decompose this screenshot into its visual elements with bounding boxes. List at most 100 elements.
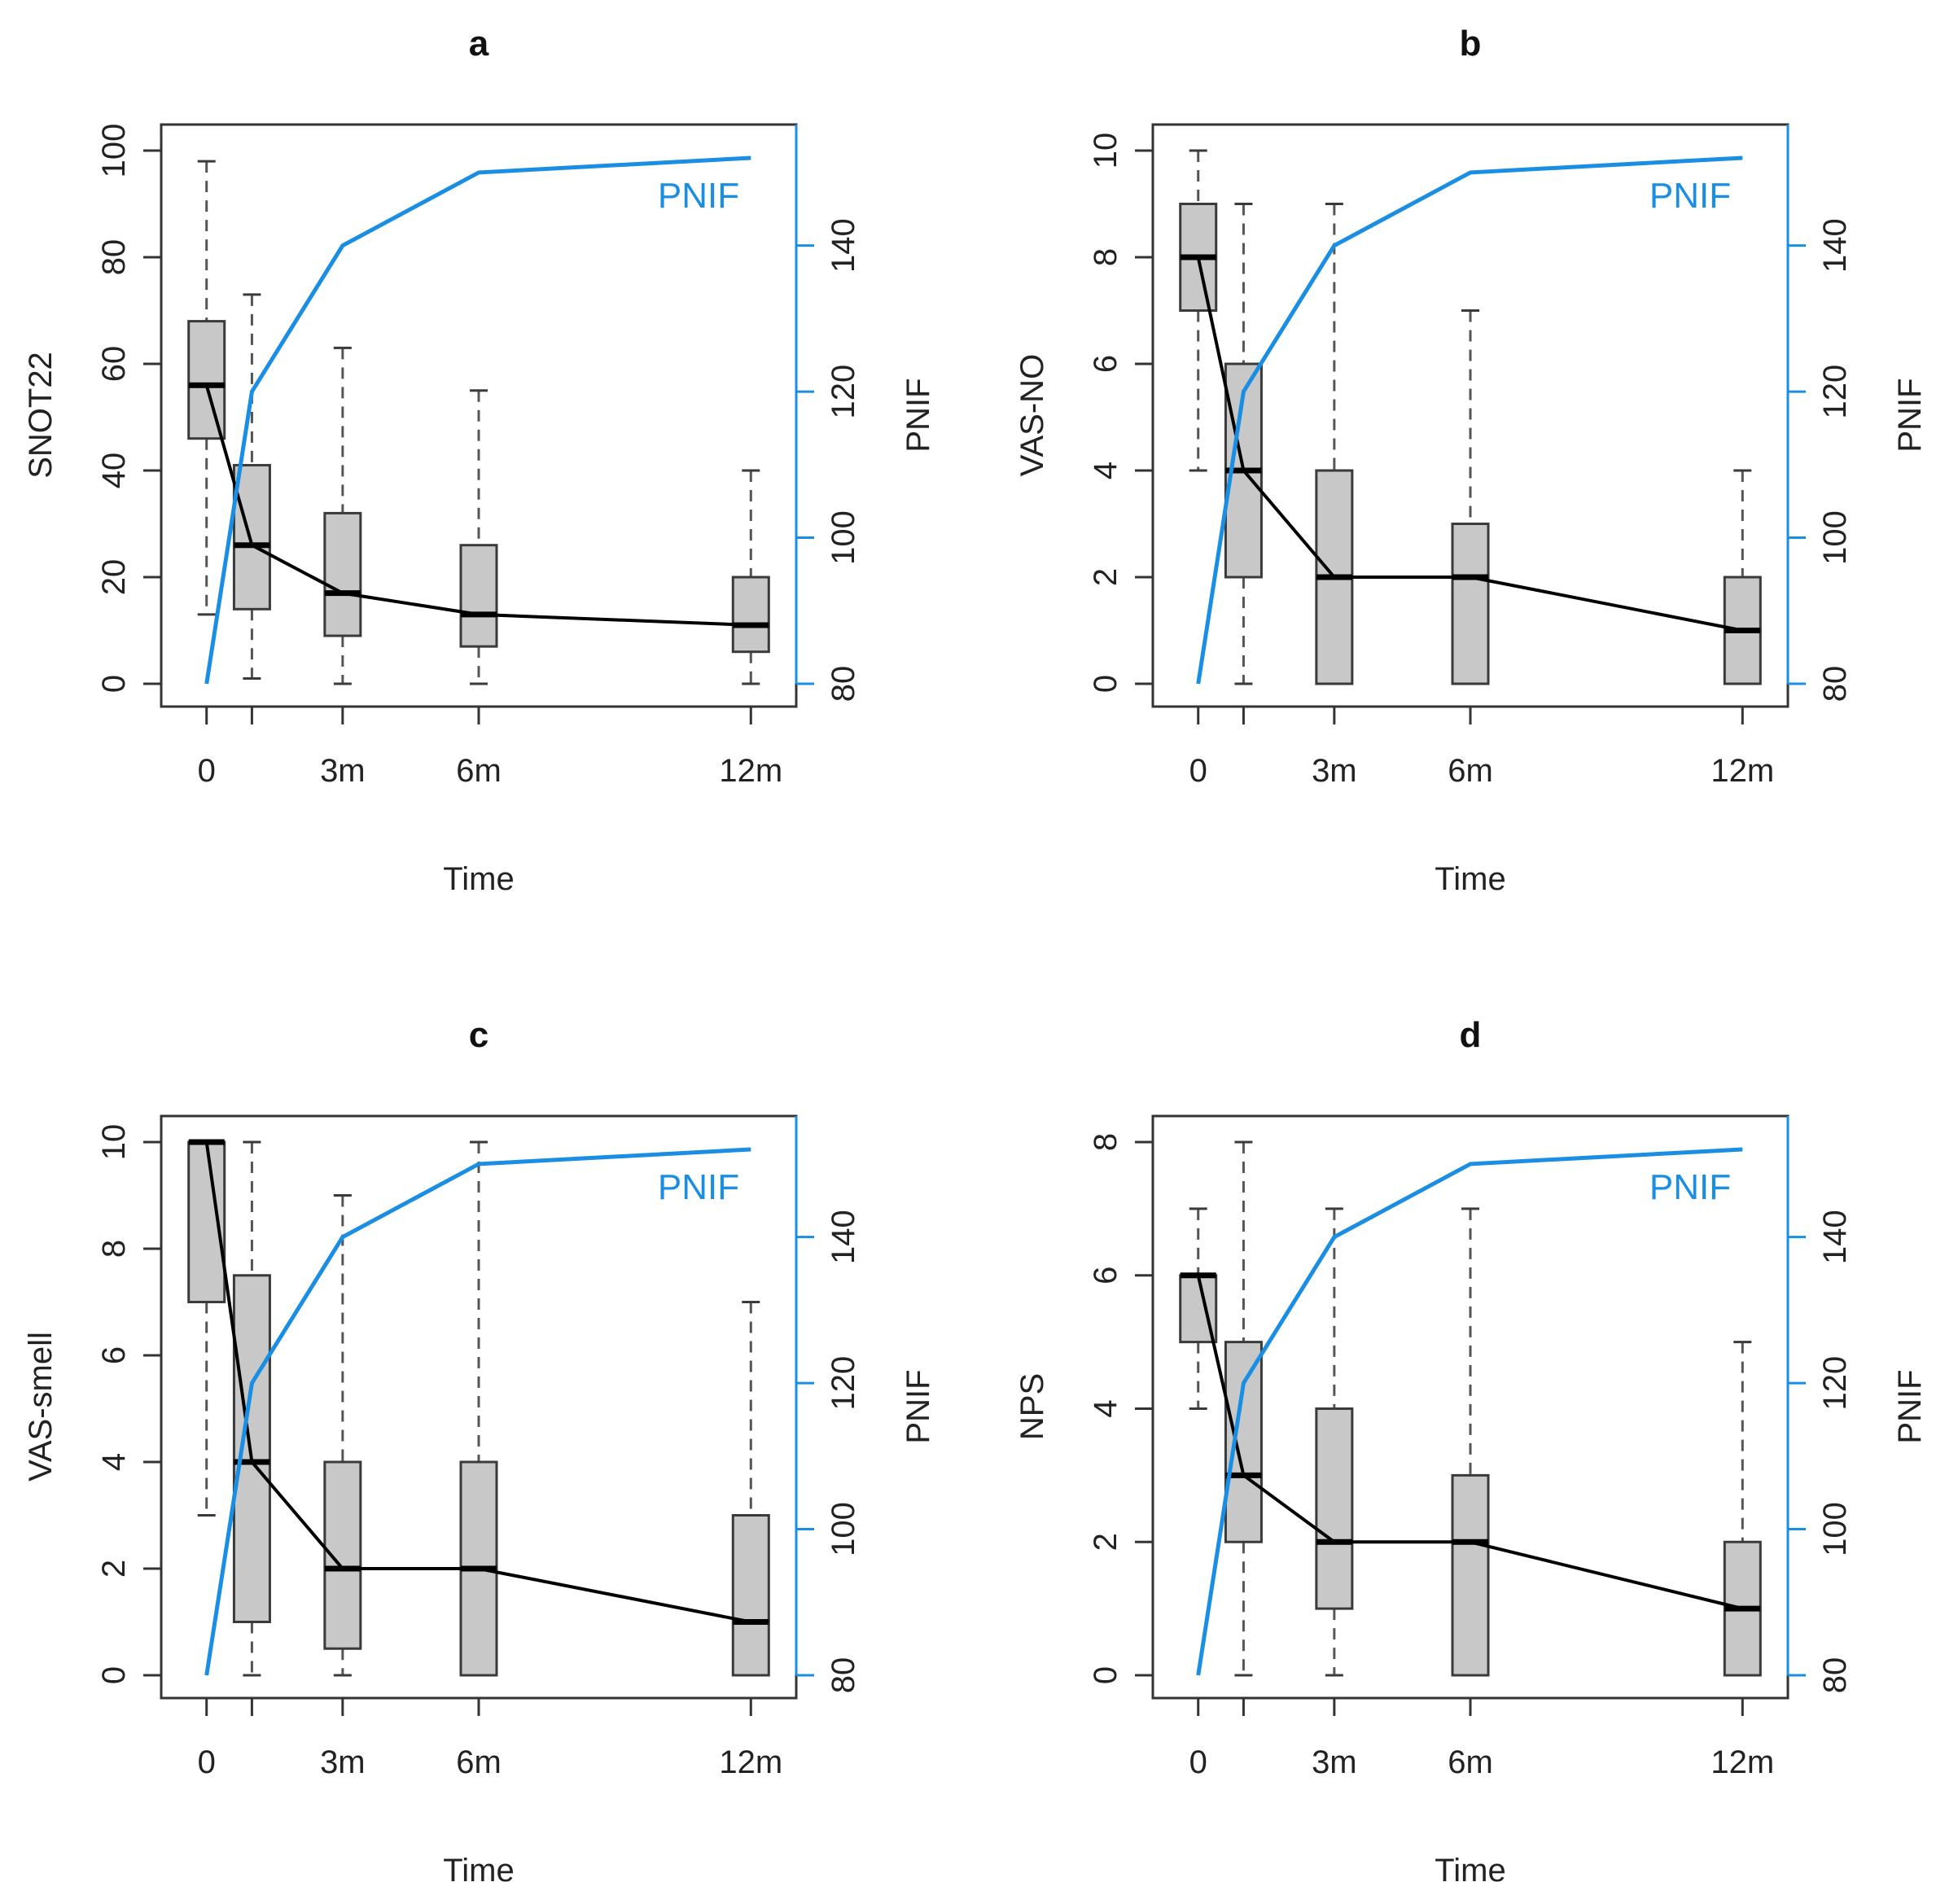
box-t3 [1315,203,1354,685]
median-series-line [204,1141,751,1624]
x-tick-label: 3m [320,753,366,789]
box-t12 [731,469,770,685]
x-tick-label: 6m [1448,1744,1493,1780]
y-tick-label: 0 [96,1666,132,1684]
right-y-tick-label: 100 [826,1502,861,1556]
box-t0 [1179,149,1218,472]
x-axis-label: Time [443,861,514,897]
iqr-box [1451,523,1490,685]
pnif-series-line [204,155,751,685]
box-t6 [459,1140,498,1677]
panel-d: d 0 2 4 6 8 NPS 80 100 120 140 PNIF 0 3m 6m 12m Time PNIF [1014,1015,1928,1889]
box-t6 [459,389,498,685]
box-t0 [187,1139,226,1517]
box-t6 [1451,1207,1490,1677]
right-y-tick-label: 140 [1817,218,1853,273]
iqr-box [1451,1473,1490,1677]
box-t3 [323,346,362,685]
right-y-tick-label: 120 [826,1356,861,1411]
y-axis-label: SNOT22 [23,352,59,479]
iqr-box [1224,1341,1263,1543]
x-tick-label: 6m [456,753,502,789]
x-axis-label: Time [1435,861,1505,897]
x-tick-label: 6m [1448,753,1493,789]
y-tick-label: 4 [96,1453,132,1471]
y-tick-label: 2 [96,1560,132,1578]
box-t0 [1179,1207,1218,1410]
y-tick-label: 2 [1088,1533,1124,1551]
box-t1 [232,293,271,680]
x-tick-label: 0 [198,1744,216,1780]
y-tick-label: 20 [96,559,132,596]
pnif-label: PNIF [658,1167,739,1207]
right-y-tick-label: 140 [826,218,861,273]
iqr-box [731,1514,770,1677]
panel-title: b [1460,24,1482,63]
median-series-line [1196,1275,1743,1611]
box-t0 [187,160,226,616]
panel-title: c [469,1015,488,1055]
x-tick-label: 12m [1711,1744,1774,1780]
y-tick-label: 0 [1088,675,1124,693]
y-tick-label: 8 [96,1240,132,1258]
iqr-box [459,544,498,648]
right-y-axis-label: PNIF [1892,1369,1928,1443]
y-tick-label: 8 [1088,248,1124,266]
box-t1 [1224,203,1263,685]
x-tick-label: 3m [1312,1744,1357,1780]
right-y-tick-label: 120 [1817,1356,1853,1411]
right-y-tick-label: 120 [1817,365,1853,419]
box-t12 [731,1301,770,1677]
x-tick-label: 3m [320,1744,366,1780]
y-tick-label: 100 [96,124,132,178]
right-y-tick-label: 140 [826,1210,861,1264]
y-tick-label: 6 [96,1346,132,1364]
pnif-label: PNIF [658,176,739,216]
iqr-box [731,576,770,654]
y-tick-label: 4 [1088,462,1124,479]
y-tick-label: 4 [1088,1399,1124,1417]
pnif-series-line [1196,1147,1743,1676]
y-tick-label: 6 [1088,1267,1124,1285]
iqr-box [323,511,362,637]
right-y-tick-label: 100 [1817,510,1853,565]
panel-title: d [1460,1015,1482,1055]
panel-title: a [469,24,489,63]
box-t1 [232,1140,271,1677]
right-y-axis-label: PNIF [900,378,936,452]
box-t12 [1723,1341,1762,1677]
iqr-box [232,463,271,611]
iqr-box [232,1274,271,1623]
x-axis-label: Time [443,1853,514,1889]
median-series-line [1196,256,1743,632]
y-tick-label: 0 [1088,1666,1124,1684]
x-tick-label: 6m [456,1744,502,1780]
x-tick-label: 12m [719,1744,782,1780]
y-tick-label: 8 [1088,1133,1124,1151]
panel-a: a 0 20 40 60 80 100 SNOT22 80 100 120 140 PNIF 0 3m 6m 1… [23,24,936,897]
right-y-tick-label: 80 [826,666,861,703]
y-axis-label: NPS [1014,1373,1050,1440]
iqr-box [187,320,226,440]
iqr-box [1315,1407,1354,1610]
y-tick-label: 40 [96,453,132,489]
box-t3 [1315,1207,1354,1677]
right-y-tick-label: 100 [1817,1502,1853,1556]
right-y-tick-label: 140 [1817,1210,1853,1264]
right-y-tick-label: 80 [1817,666,1853,703]
x-tick-label: 3m [1312,753,1357,789]
pnif-label: PNIF [1649,176,1731,216]
y-tick-label: 2 [1088,568,1124,586]
y-axis-label: VAS-NO [1014,354,1050,476]
pnif-series-line [204,1147,751,1676]
box-t12 [1723,469,1762,685]
right-y-tick-label: 120 [826,365,861,419]
right-y-tick-label: 80 [1817,1657,1853,1694]
y-axis-label: VAS-smell [23,1332,59,1482]
box-t1 [1224,1140,1263,1677]
x-tick-label: 12m [719,753,782,789]
pnif-label: PNIF [1649,1167,1731,1207]
y-tick-label: 6 [1088,355,1124,373]
right-y-tick-label: 100 [826,510,861,565]
